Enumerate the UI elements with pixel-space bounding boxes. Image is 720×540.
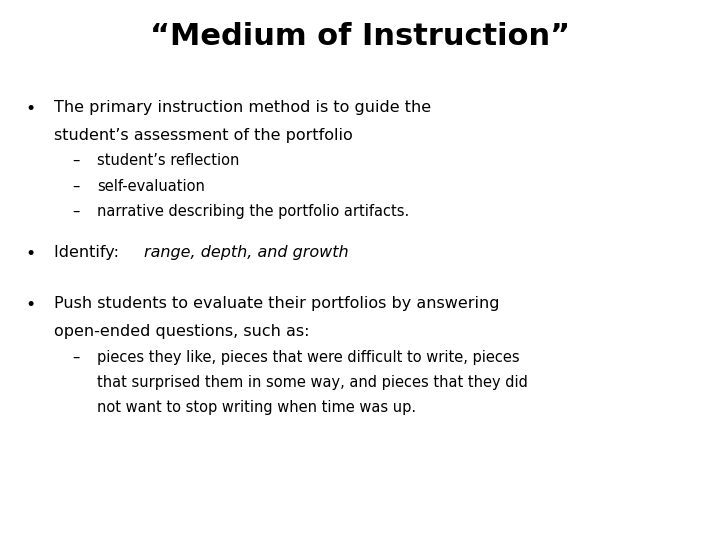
Text: –: – [72, 204, 79, 219]
Text: •: • [25, 100, 35, 118]
Text: •: • [25, 245, 35, 263]
Text: The primary instruction method is to guide the: The primary instruction method is to gui… [54, 100, 431, 115]
Text: •: • [25, 296, 35, 314]
Text: not want to stop writing when time was up.: not want to stop writing when time was u… [97, 401, 416, 415]
Text: Identify:: Identify: [54, 245, 124, 260]
Text: self-evaluation: self-evaluation [97, 179, 205, 194]
Text: Push students to evaluate their portfolios by answering: Push students to evaluate their portfoli… [54, 296, 500, 312]
Text: pieces they like, pieces that were difficult to write, pieces: pieces they like, pieces that were diffi… [97, 350, 520, 364]
Text: narrative describing the portfolio artifacts.: narrative describing the portfolio artif… [97, 204, 410, 219]
Text: range, depth, and growth: range, depth, and growth [145, 245, 349, 260]
Text: that surprised them in some way, and pieces that they did: that surprised them in some way, and pie… [97, 375, 528, 390]
Text: open-ended questions, such as:: open-ended questions, such as: [54, 325, 310, 340]
Text: –: – [72, 153, 79, 168]
Text: –: – [72, 179, 79, 194]
Text: student’s reflection: student’s reflection [97, 153, 240, 168]
Text: student’s assessment of the portfolio: student’s assessment of the portfolio [54, 128, 353, 143]
Text: “Medium of Instruction”: “Medium of Instruction” [150, 22, 570, 51]
Text: –: – [72, 350, 79, 364]
